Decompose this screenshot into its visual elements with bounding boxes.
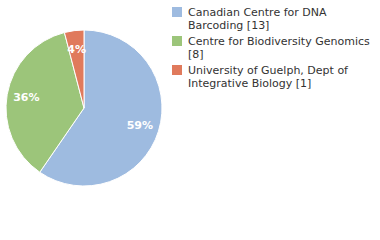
svg-text:36%: 36%: [13, 91, 39, 104]
svg-text:4%: 4%: [67, 43, 86, 56]
html-text:Centre for Biodiversity Genomi: Centre for Biodiversity Genomics [8]: [188, 35, 370, 61]
svg-text:59%: 59%: [127, 119, 153, 132]
html-text:University of Guelph, Dept of: University of Guelph, Dept of Integrativ…: [188, 64, 348, 90]
html-text:Canadian Centre for DNA Barcod: Canadian Centre for DNA Barcoding [13]: [188, 6, 327, 32]
